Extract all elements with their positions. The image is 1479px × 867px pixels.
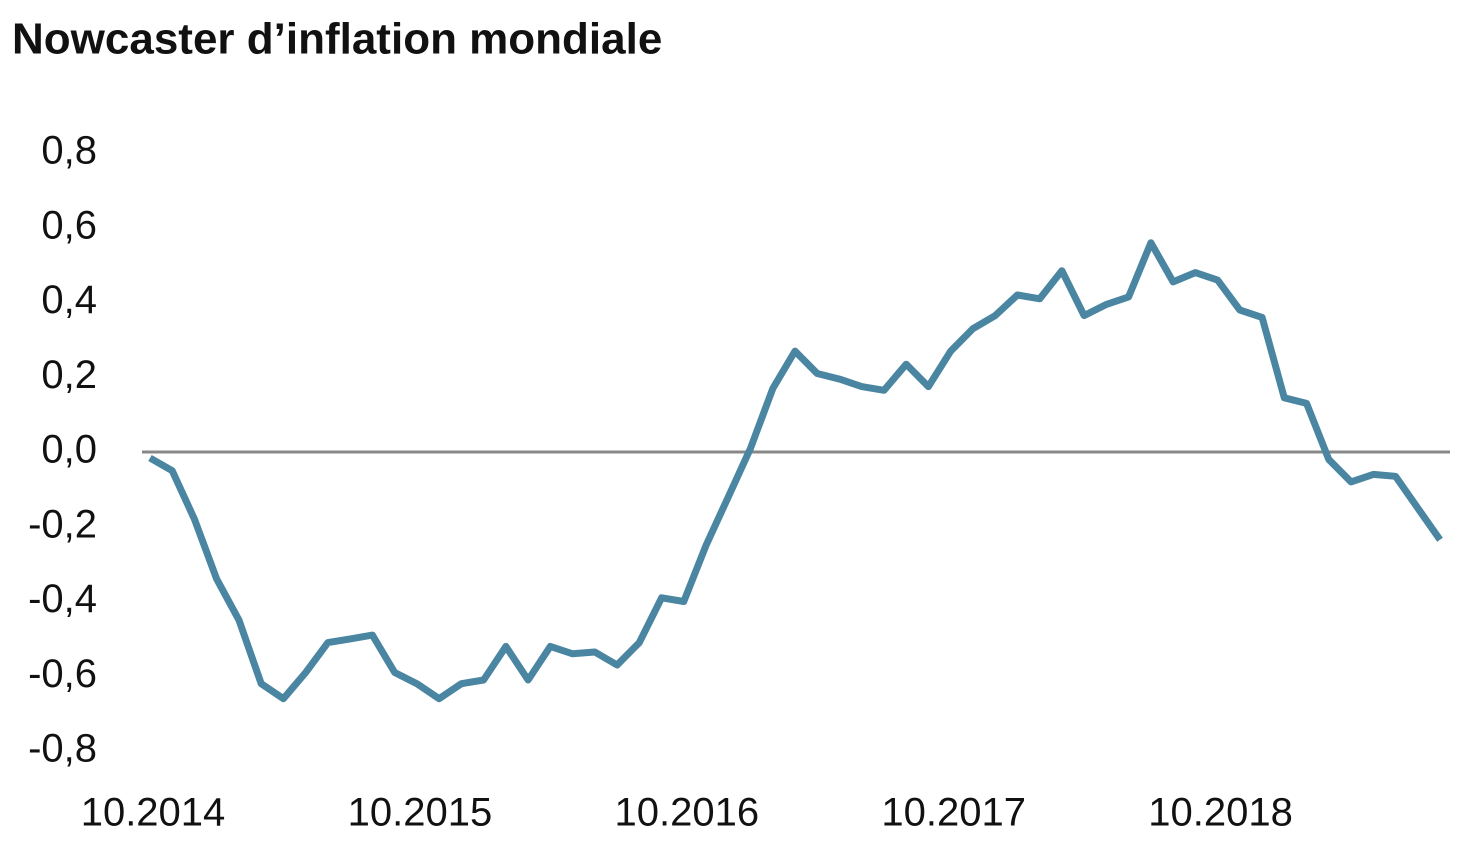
chart-title: Nowcaster d’inflation mondiale bbox=[12, 15, 662, 64]
y-tick-label: 0,6 bbox=[41, 203, 97, 247]
y-tick-label: -0,8 bbox=[28, 727, 97, 771]
y-tick-label: 0,4 bbox=[41, 278, 97, 322]
x-tick-label: 10.2018 bbox=[1148, 791, 1293, 835]
y-tick-label: -0,4 bbox=[28, 577, 97, 621]
x-tick-label: 10.2014 bbox=[81, 791, 226, 835]
x-tick-label: 10.2017 bbox=[881, 791, 1026, 835]
y-tick-label: 0,2 bbox=[41, 353, 97, 397]
y-tick-label: -0,2 bbox=[28, 502, 97, 546]
x-tick-label: 10.2015 bbox=[348, 791, 493, 835]
x-tick-label: 10.2016 bbox=[614, 791, 759, 835]
y-tick-label: 0,8 bbox=[41, 129, 97, 173]
y-tick-label: -0,6 bbox=[28, 652, 97, 696]
y-tick-label: 0,0 bbox=[41, 428, 97, 472]
data-line bbox=[148, 239, 1443, 703]
